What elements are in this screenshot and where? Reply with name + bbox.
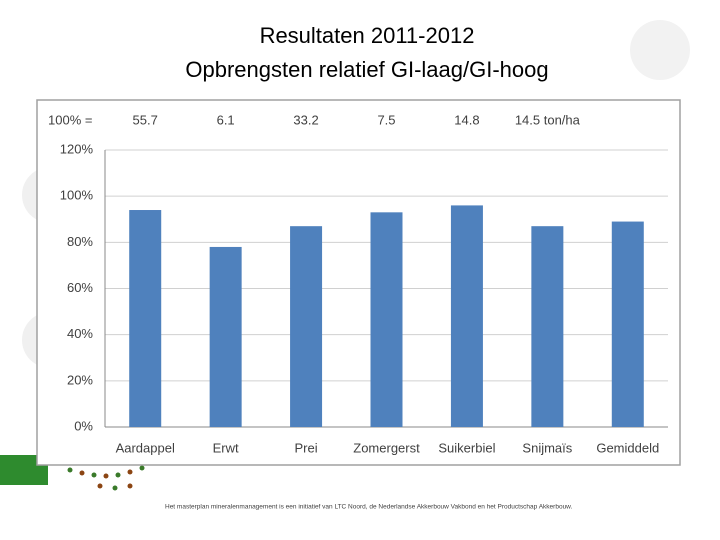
baseline-value: 14.8	[454, 112, 479, 127]
y-tick-label: 0%	[74, 418, 93, 433]
bar	[209, 246, 242, 427]
y-tick-label: 20%	[67, 372, 93, 387]
y-tick-label: 60%	[67, 280, 93, 295]
x-tick-label: Prei	[295, 440, 318, 455]
baseline-label: 100% =	[48, 112, 92, 127]
logo	[67, 465, 145, 491]
bar	[611, 221, 644, 427]
x-tick-label: Snijmaïs	[522, 440, 572, 455]
baseline-value: 6.1	[217, 112, 235, 127]
bar	[129, 210, 162, 427]
baseline-value: 55.7	[133, 112, 158, 127]
y-tick-label: 120%	[60, 141, 94, 156]
bar	[531, 226, 564, 427]
x-tick-label: Aardappel	[116, 440, 175, 455]
y-tick-label: 40%	[67, 326, 93, 341]
bar	[450, 205, 483, 427]
x-tick-label: Erwt	[213, 440, 239, 455]
y-tick-label: 100%	[60, 188, 94, 203]
bar	[370, 212, 403, 427]
footer-text: Het masterplan mineralenmanagement is ee…	[165, 504, 573, 511]
decoration	[630, 20, 690, 80]
y-tick-label: 80%	[67, 234, 93, 249]
baseline-value: 7.5	[377, 112, 395, 127]
bar	[290, 226, 323, 427]
chart-title: Resultaten 2011-2012	[260, 23, 475, 48]
x-tick-label: Suikerbiel	[438, 440, 495, 455]
x-tick-label: Gemiddeld	[596, 440, 659, 455]
x-tick-label: Zomergerst	[353, 440, 420, 455]
baseline-value: 14.5 ton/ha	[515, 112, 581, 127]
chart-subtitle: Opbrengsten relatief GI-laag/GI-hoog	[185, 57, 548, 82]
baseline-value: 33.2	[293, 112, 318, 127]
